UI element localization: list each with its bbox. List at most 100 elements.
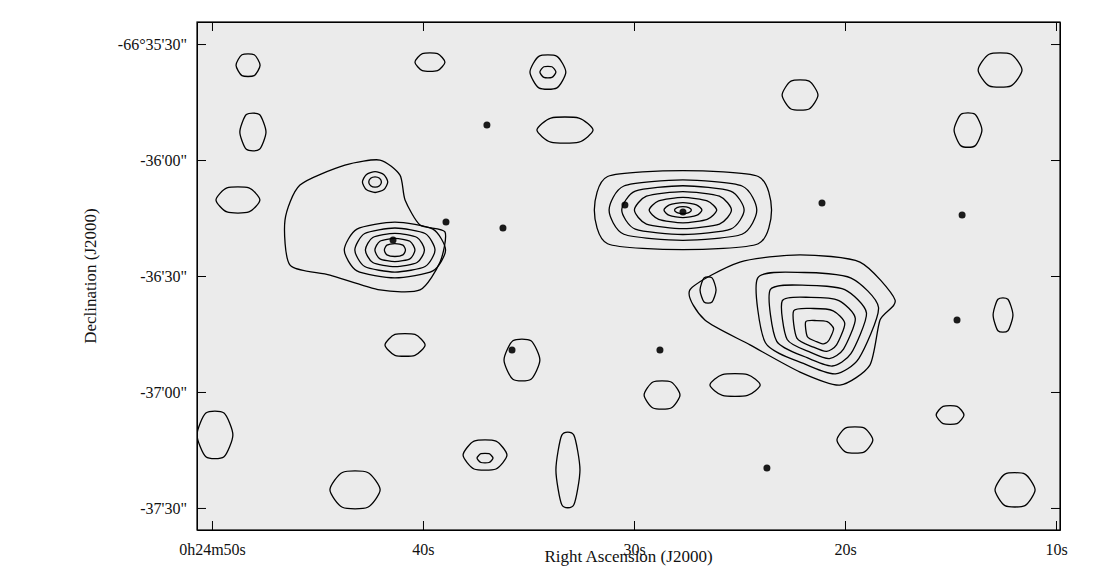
- contour: [782, 80, 818, 110]
- contour: [609, 180, 757, 240]
- tick: [1051, 392, 1060, 393]
- contour: [644, 381, 680, 409]
- tick-mark: [197, 44, 206, 45]
- contour: [805, 320, 833, 344]
- y-axis: -66°35'30" -36'00" -36'30" -37'00" -37'30": [118, 23, 206, 531]
- contour: [649, 197, 717, 223]
- tick: -36'00": [140, 152, 206, 169]
- star: [818, 199, 825, 206]
- tick: 40s: [412, 521, 434, 558]
- contour: [504, 339, 540, 381]
- contour: [285, 160, 446, 292]
- contour: [710, 374, 760, 397]
- tick: -37'30": [140, 500, 206, 517]
- contour: [236, 54, 260, 77]
- contour: [540, 66, 556, 78]
- contour: [978, 53, 1022, 87]
- x-axis-top: [198, 22, 1061, 31]
- contour: [756, 272, 878, 374]
- tick-mark: [634, 22, 635, 31]
- tick: [1056, 22, 1057, 31]
- tick-mark: [1051, 392, 1060, 393]
- contour: [634, 192, 731, 229]
- contour: [240, 113, 266, 151]
- contour: [993, 298, 1013, 332]
- tick-label: -66°35'30": [118, 36, 187, 53]
- contour: [330, 471, 380, 509]
- plot-background: [197, 22, 1060, 530]
- tick-mark: [845, 22, 846, 31]
- contour: [781, 297, 855, 359]
- tick-label: -37'00": [140, 384, 187, 401]
- tick: [1051, 508, 1060, 509]
- contour: [936, 406, 964, 425]
- contour: [837, 427, 873, 453]
- tick: -36'30": [140, 268, 206, 285]
- tick: 0h24m50s: [179, 521, 246, 558]
- star: [954, 317, 961, 324]
- contour: [769, 285, 866, 366]
- contour: [344, 222, 445, 278]
- contour: [622, 186, 744, 235]
- contour: [369, 177, 382, 187]
- star: [499, 224, 506, 231]
- tick-mark: [1051, 160, 1060, 161]
- star: [763, 465, 770, 472]
- tick-label: 20s: [834, 541, 856, 558]
- tick-label: -36'00": [140, 152, 187, 169]
- chart: 0h24m50s40s30s20s10s-66°35'30"-36'00"-36…: [0, 0, 1101, 572]
- tick: [634, 22, 635, 31]
- tick: -37'00": [140, 384, 206, 401]
- tick-label: 40s: [412, 541, 434, 558]
- tick-mark: [423, 521, 424, 530]
- tick-mark: [1051, 508, 1060, 509]
- tick-label: -36'30": [140, 268, 187, 285]
- tick: -66°35'30": [118, 36, 206, 53]
- contour: [365, 233, 424, 266]
- tick-mark: [197, 508, 206, 509]
- contour: [594, 171, 771, 250]
- contour: [995, 473, 1035, 507]
- tick-mark: [212, 22, 213, 31]
- star: [509, 346, 516, 353]
- tick: [212, 22, 213, 31]
- tick-label: 10s: [1045, 541, 1067, 558]
- tick-mark: [1056, 521, 1057, 530]
- tick-mark: [1051, 44, 1060, 45]
- contour: [477, 453, 493, 463]
- tick-mark: [845, 521, 846, 530]
- contour: [530, 55, 566, 89]
- star: [442, 218, 449, 225]
- tick: [1051, 44, 1060, 45]
- tick-mark: [197, 160, 206, 161]
- tick-mark: [1051, 276, 1060, 277]
- y-axis-right: [1051, 23, 1061, 531]
- contour: [197, 411, 233, 458]
- contour: [664, 203, 702, 218]
- contour: [355, 228, 435, 272]
- contour: [700, 277, 716, 303]
- contour: [556, 432, 580, 508]
- tick: 20s: [834, 521, 856, 558]
- star: [959, 211, 966, 218]
- tick: [1051, 276, 1060, 277]
- star: [483, 121, 490, 128]
- tick-label: 0h24m50s: [179, 541, 246, 558]
- tick: [423, 22, 424, 31]
- contour: [415, 53, 445, 72]
- tick-mark: [212, 521, 213, 530]
- star: [656, 346, 663, 353]
- tick-mark: [197, 392, 206, 393]
- star: [679, 208, 686, 215]
- contour: [216, 187, 260, 213]
- plot-area: [197, 53, 1035, 509]
- contour: [793, 308, 845, 351]
- tick-mark: [197, 276, 206, 277]
- stars: [390, 121, 966, 471]
- tick: 10s: [1045, 521, 1067, 558]
- contour: [385, 334, 425, 357]
- star: [390, 237, 397, 244]
- contour: [375, 238, 415, 261]
- tick: [1051, 160, 1060, 161]
- contour: [689, 255, 895, 385]
